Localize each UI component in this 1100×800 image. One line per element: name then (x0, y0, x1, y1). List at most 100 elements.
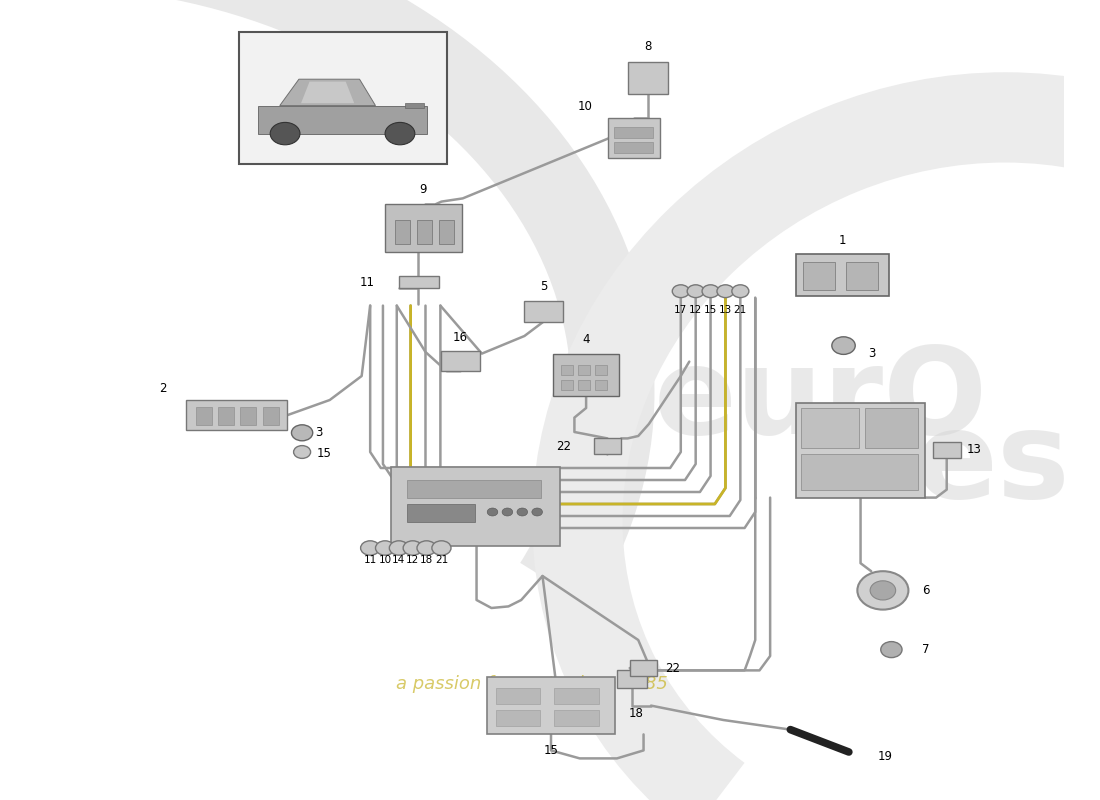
Text: 22: 22 (557, 440, 571, 453)
Text: 10: 10 (378, 555, 392, 565)
Circle shape (385, 122, 415, 145)
Bar (487, 677, 615, 734)
Bar (595, 380, 607, 390)
Bar (395, 220, 409, 244)
Text: 14: 14 (393, 555, 406, 565)
Bar (628, 62, 668, 94)
Bar (385, 204, 462, 252)
Circle shape (672, 285, 690, 298)
Circle shape (717, 285, 734, 298)
Circle shape (361, 541, 379, 555)
Text: 21: 21 (734, 306, 747, 315)
Bar (496, 710, 540, 726)
Circle shape (389, 541, 408, 555)
Text: 7: 7 (922, 643, 930, 656)
Bar (617, 670, 647, 688)
Bar (614, 142, 653, 153)
Text: es: es (915, 406, 1070, 522)
Circle shape (487, 508, 498, 516)
Text: 18: 18 (629, 707, 644, 720)
Bar (553, 354, 619, 396)
Bar (240, 32, 447, 164)
Text: 15: 15 (704, 306, 717, 315)
Circle shape (404, 541, 422, 555)
Bar (525, 301, 563, 322)
Text: 22: 22 (664, 662, 680, 674)
Circle shape (417, 541, 436, 555)
Bar (554, 688, 598, 704)
Polygon shape (301, 82, 354, 103)
Bar (439, 220, 454, 244)
Bar (578, 365, 591, 375)
Bar (801, 408, 859, 448)
Bar (392, 467, 560, 546)
Circle shape (271, 122, 300, 145)
Text: 13: 13 (967, 443, 982, 456)
Bar (594, 438, 621, 454)
Circle shape (502, 508, 513, 516)
Text: 2: 2 (160, 382, 166, 394)
Bar (795, 254, 889, 296)
Circle shape (294, 446, 310, 458)
Bar (801, 454, 918, 490)
Text: 4: 4 (582, 334, 590, 346)
Text: eurO: eurO (654, 342, 988, 458)
Bar (441, 351, 480, 371)
Text: 8: 8 (645, 40, 651, 53)
Bar (405, 103, 425, 108)
Text: 5: 5 (540, 280, 548, 293)
Bar (933, 442, 960, 458)
Text: 11: 11 (364, 555, 377, 565)
Text: 6: 6 (922, 584, 930, 597)
Text: 17: 17 (674, 306, 688, 315)
Bar (578, 380, 591, 390)
Circle shape (432, 541, 451, 555)
Circle shape (688, 285, 704, 298)
Bar (554, 710, 598, 726)
Bar (608, 118, 660, 158)
Bar (407, 504, 475, 522)
Circle shape (292, 425, 312, 441)
Text: 18: 18 (420, 555, 433, 565)
Text: 1: 1 (838, 234, 846, 246)
Text: 13: 13 (718, 306, 733, 315)
Text: 3: 3 (869, 347, 876, 360)
Text: 19: 19 (878, 750, 892, 762)
Circle shape (870, 581, 895, 600)
Bar (263, 407, 278, 425)
Bar (218, 407, 234, 425)
Circle shape (532, 508, 542, 516)
Bar (407, 480, 541, 498)
Circle shape (881, 642, 902, 658)
Bar (417, 220, 432, 244)
Circle shape (702, 285, 719, 298)
Text: 12: 12 (406, 555, 419, 565)
Text: 3: 3 (316, 426, 322, 439)
Text: 12: 12 (689, 306, 702, 315)
Text: 21: 21 (434, 555, 448, 565)
Circle shape (832, 337, 855, 354)
Bar (561, 380, 573, 390)
Bar (399, 276, 439, 288)
Circle shape (732, 285, 749, 298)
Text: 15: 15 (543, 744, 559, 757)
Circle shape (375, 541, 395, 555)
Bar (629, 660, 658, 676)
Circle shape (517, 508, 528, 516)
Bar (196, 407, 211, 425)
Bar (795, 403, 925, 498)
Bar (846, 262, 878, 290)
Bar (614, 127, 653, 138)
Bar (803, 262, 835, 290)
Bar (561, 365, 573, 375)
Bar (241, 407, 256, 425)
Bar (865, 408, 918, 448)
Bar (496, 688, 540, 704)
Text: 9: 9 (419, 183, 427, 196)
Bar (186, 400, 287, 430)
Polygon shape (279, 79, 375, 106)
Text: a passion for parts since 1985: a passion for parts since 1985 (396, 675, 668, 693)
Text: 10: 10 (578, 100, 593, 113)
Text: 15: 15 (317, 447, 332, 460)
Text: 16: 16 (453, 331, 469, 344)
